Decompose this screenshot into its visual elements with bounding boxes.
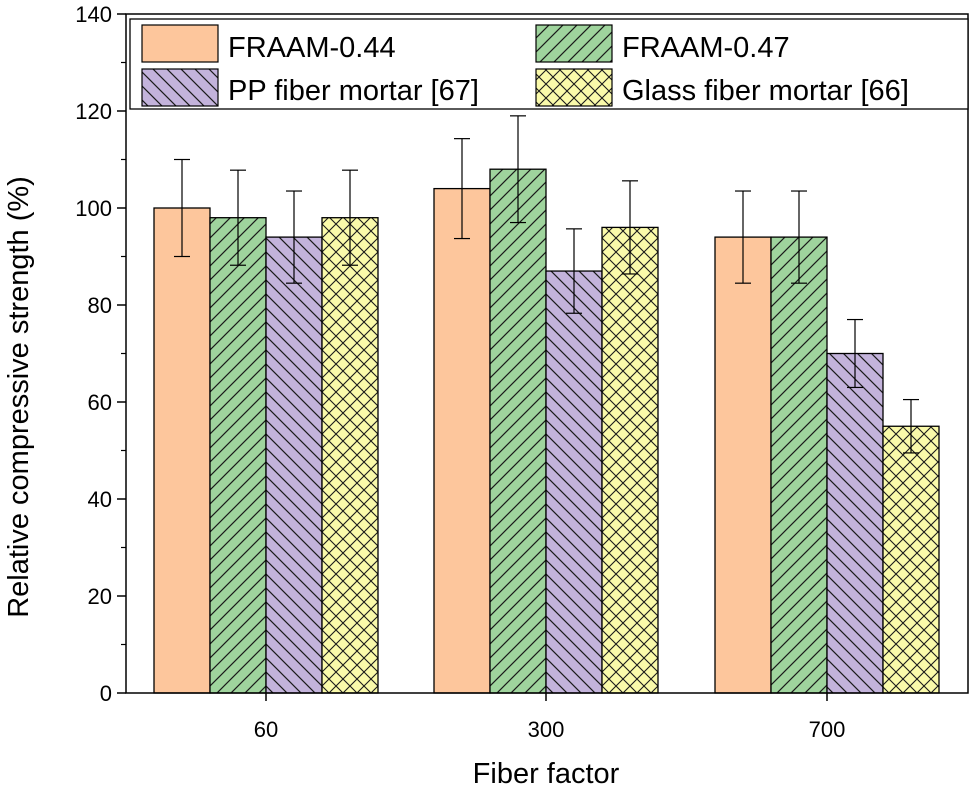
bar-fraam-0-44-300: [433, 187, 491, 694]
y-tick-label: 100: [75, 196, 112, 221]
y-tick-label: 80: [88, 293, 112, 318]
legend: FRAAM-0.44 FRAAM-0.47 PP fiber mortar [67]…: [129, 18, 969, 110]
bar-fraam-0-47-60: [209, 217, 267, 694]
y-tick-label: 0: [100, 681, 112, 706]
bar-glass-fiber-mortar-66--700: [882, 425, 940, 694]
error-bar: [454, 138, 470, 240]
error-bar: [791, 190, 807, 284]
y-tick-label: 20: [88, 584, 112, 609]
y-axis-title: Relative compressive strength (%): [3, 176, 35, 618]
error-bar: [622, 180, 638, 275]
error-bar: [847, 318, 863, 389]
bar-fraam-0-47-700: [770, 236, 828, 694]
x-tick-label: 300: [528, 717, 565, 742]
legend-swatch: [535, 68, 613, 107]
bar-pp-fiber-mortar-67--700: [826, 352, 884, 694]
bar-pp-fiber-mortar-67--300: [545, 270, 603, 694]
error-bar: [566, 228, 582, 314]
y-tick-label: 140: [75, 2, 112, 27]
y-tick-label: 60: [88, 390, 112, 415]
error-bar: [230, 169, 246, 266]
legend-label: Glass fiber mortar [66]: [622, 75, 909, 107]
error-bar: [174, 158, 190, 258]
legend-label: FRAAM-0.47: [622, 32, 790, 64]
bar-fraam-0-44-60: [153, 207, 211, 694]
bar-glass-fiber-mortar-66--60: [321, 217, 379, 694]
error-bar: [735, 190, 751, 284]
legend-label: PP fiber mortar [67]: [228, 75, 479, 107]
legend-swatch: [141, 24, 219, 63]
y-tick-label: 40: [88, 487, 112, 512]
error-bar: [342, 169, 358, 266]
x-axis-title: Fiber factor: [473, 758, 620, 790]
bar-fraam-0-44-700: [714, 236, 772, 694]
bar-fraam-0-47-300: [489, 168, 547, 694]
error-bar: [286, 190, 302, 284]
legend-label: FRAAM-0.44: [228, 32, 396, 64]
error-bar: [510, 115, 526, 224]
error-bar: [903, 398, 919, 454]
legend-swatch: [141, 68, 219, 107]
x-tick-label: 700: [809, 717, 846, 742]
bar-glass-fiber-mortar-66--300: [601, 226, 659, 694]
bar-pp-fiber-mortar-67--60: [265, 236, 323, 694]
legend-swatch: [535, 24, 613, 63]
y-tick-label: 120: [75, 99, 112, 124]
x-tick-label: 60: [254, 717, 278, 742]
